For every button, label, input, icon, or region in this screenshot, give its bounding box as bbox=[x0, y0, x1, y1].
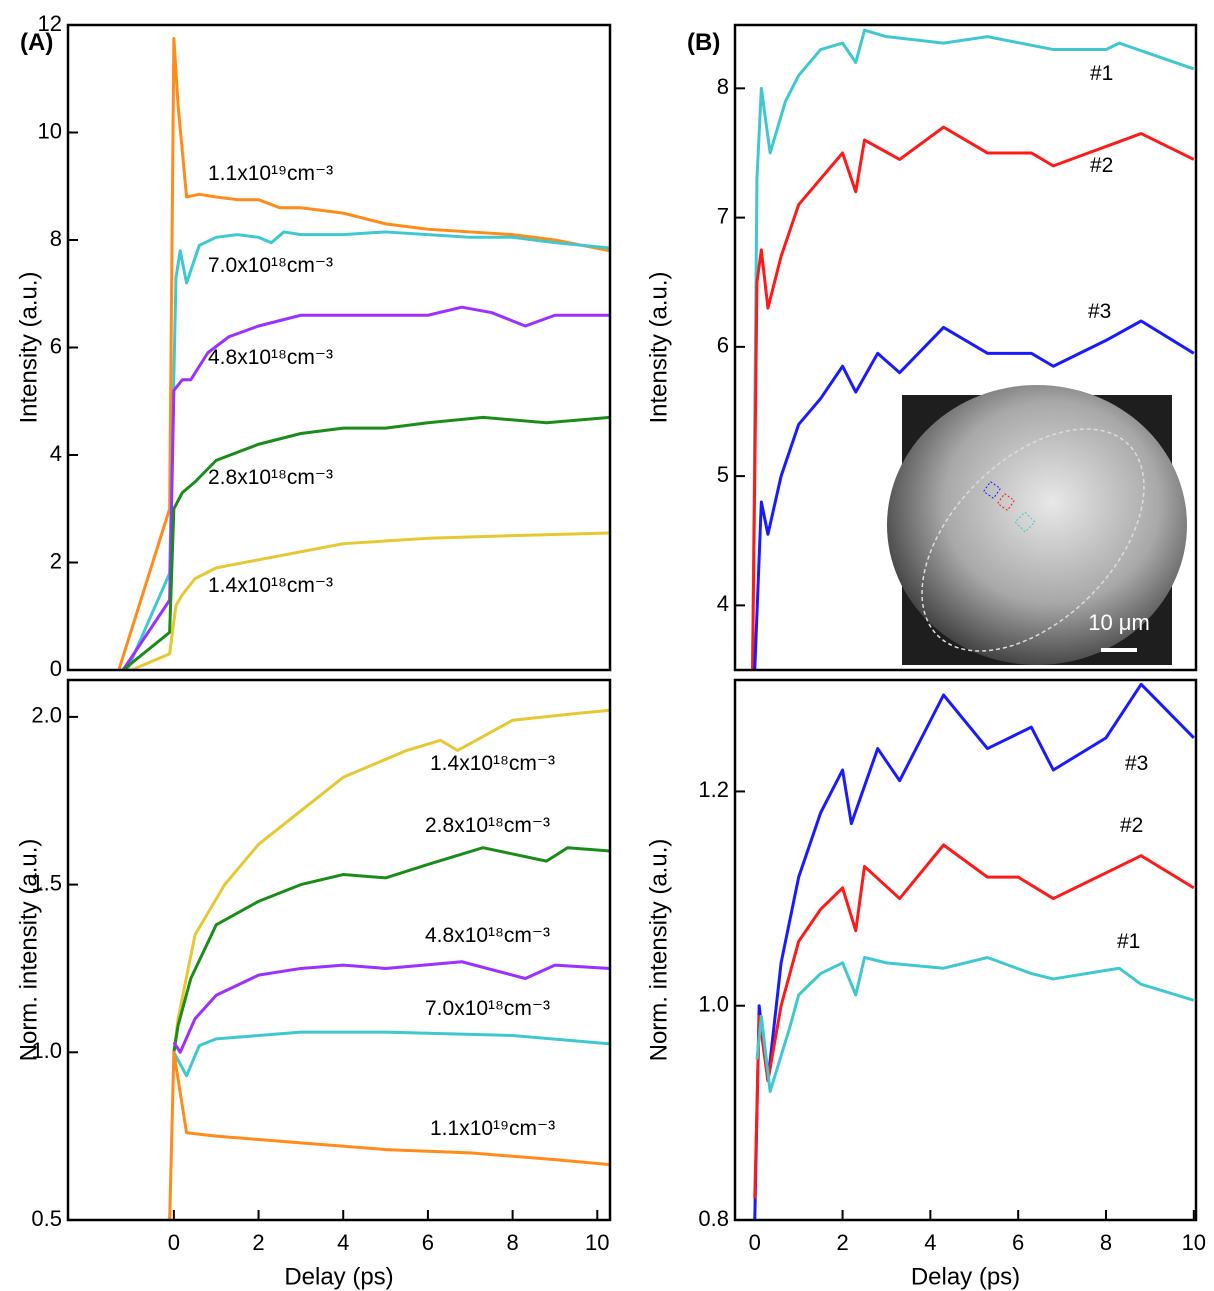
series-label: 2.8x10¹⁸cm⁻³ bbox=[208, 466, 333, 489]
data-line bbox=[121, 305, 610, 670]
series-label: #3 bbox=[1088, 300, 1111, 323]
y-tick-label: 8 bbox=[50, 226, 62, 251]
plot-frame bbox=[66, 23, 612, 672]
roi-3 bbox=[982, 480, 1002, 500]
data-line bbox=[172, 1030, 610, 1078]
y-axis-title: Intensity (a.u.) bbox=[645, 271, 672, 423]
inset-outline bbox=[921, 428, 1145, 652]
x-tick-label: 2 bbox=[252, 1230, 264, 1255]
y-axis-title: Norm. intensity (a.u.) bbox=[645, 839, 672, 1062]
y-tick-label: 6 bbox=[717, 333, 729, 358]
series-label: #3 bbox=[1125, 752, 1148, 775]
y-tick-label: 1.5 bbox=[31, 870, 62, 895]
series-label: 7.0x10¹⁸cm⁻³ bbox=[425, 997, 550, 1020]
scale-label: 10 μm bbox=[1088, 610, 1150, 635]
y-tick-label: 10 bbox=[38, 118, 62, 143]
plot-frame bbox=[733, 23, 1198, 672]
data-line bbox=[753, 319, 1195, 670]
y-tick-label: 2 bbox=[50, 548, 62, 573]
data-line bbox=[122, 415, 610, 670]
series-label: #1 bbox=[1117, 930, 1140, 953]
x-tick-label: 10 bbox=[1182, 1230, 1206, 1255]
x-tick-label: 10 bbox=[585, 1230, 609, 1255]
inset-spot bbox=[887, 385, 1187, 665]
data-line bbox=[125, 230, 610, 670]
y-tick-label: 4 bbox=[717, 591, 729, 616]
y-tick-label: 1.2 bbox=[698, 777, 729, 802]
x-tick-label: 0 bbox=[749, 1230, 761, 1255]
data-line bbox=[168, 1050, 610, 1220]
x-tick-label: 2 bbox=[836, 1230, 848, 1255]
data-line bbox=[751, 28, 1195, 670]
panel-label: (B) bbox=[687, 29, 720, 56]
y-tick-label: 0 bbox=[50, 656, 62, 681]
y-tick-label: 7 bbox=[717, 203, 729, 228]
y-axis-title: Norm. intensity (a.u.) bbox=[15, 839, 42, 1062]
series-label: #2 bbox=[1090, 154, 1113, 177]
y-tick-label: 0.5 bbox=[31, 1206, 62, 1231]
series-label: 4.8x10¹⁸cm⁻³ bbox=[425, 924, 550, 947]
series-label: 1.1x10¹⁹cm⁻³ bbox=[208, 162, 333, 185]
series-label: #2 bbox=[1120, 814, 1143, 837]
x-tick-label: 4 bbox=[924, 1230, 936, 1255]
series-label: 2.8x10¹⁸cm⁻³ bbox=[425, 814, 550, 837]
data-line bbox=[753, 682, 1195, 1220]
data-line bbox=[117, 36, 610, 670]
data-line bbox=[172, 708, 610, 1053]
x-tick-label: 6 bbox=[1012, 1230, 1024, 1255]
x-tick-label: 4 bbox=[337, 1230, 349, 1255]
y-axis-title: Intensity (a.u.) bbox=[15, 271, 42, 423]
roi-1 bbox=[1014, 511, 1036, 533]
roi-2 bbox=[996, 492, 1016, 512]
y-tick-label: 8 bbox=[717, 74, 729, 99]
data-line bbox=[751, 125, 1195, 670]
x-axis-title: Delay (ps) bbox=[911, 1263, 1020, 1290]
x-tick-label: 0 bbox=[168, 1230, 180, 1255]
inset-image: 10 μm bbox=[887, 385, 1187, 665]
y-tick-label: 1.0 bbox=[698, 992, 729, 1017]
y-tick-label: 12 bbox=[38, 11, 62, 36]
series-label: 1.1x10¹⁹cm⁻³ bbox=[430, 1117, 555, 1140]
y-tick-label: 2.0 bbox=[31, 703, 62, 728]
plot-frame bbox=[733, 678, 1198, 1222]
data-line bbox=[172, 846, 610, 1053]
series-label: 4.8x10¹⁸cm⁻³ bbox=[208, 346, 333, 369]
plot-frame bbox=[66, 678, 612, 1222]
data-line bbox=[755, 956, 1195, 1093]
x-tick-label: 8 bbox=[1100, 1230, 1112, 1255]
y-tick-label: 0.8 bbox=[698, 1206, 729, 1231]
series-label: 1.4x10¹⁸cm⁻³ bbox=[208, 574, 333, 597]
series-label: 1.4x10¹⁸cm⁻³ bbox=[430, 752, 555, 775]
data-line bbox=[172, 960, 610, 1054]
series-label: #1 bbox=[1090, 62, 1113, 85]
x-tick-label: 6 bbox=[422, 1230, 434, 1255]
series-label: 7.0x10¹⁸cm⁻³ bbox=[208, 254, 333, 277]
x-axis-title: Delay (ps) bbox=[284, 1263, 393, 1290]
data-line bbox=[753, 843, 1195, 1199]
panel-label: (A) bbox=[20, 29, 53, 56]
y-tick-label: 4 bbox=[50, 441, 62, 466]
data-line bbox=[130, 531, 610, 670]
x-tick-label: 8 bbox=[506, 1230, 518, 1255]
y-tick-label: 1.0 bbox=[31, 1038, 62, 1063]
y-tick-label: 5 bbox=[717, 462, 729, 487]
y-tick-label: 6 bbox=[50, 333, 62, 358]
